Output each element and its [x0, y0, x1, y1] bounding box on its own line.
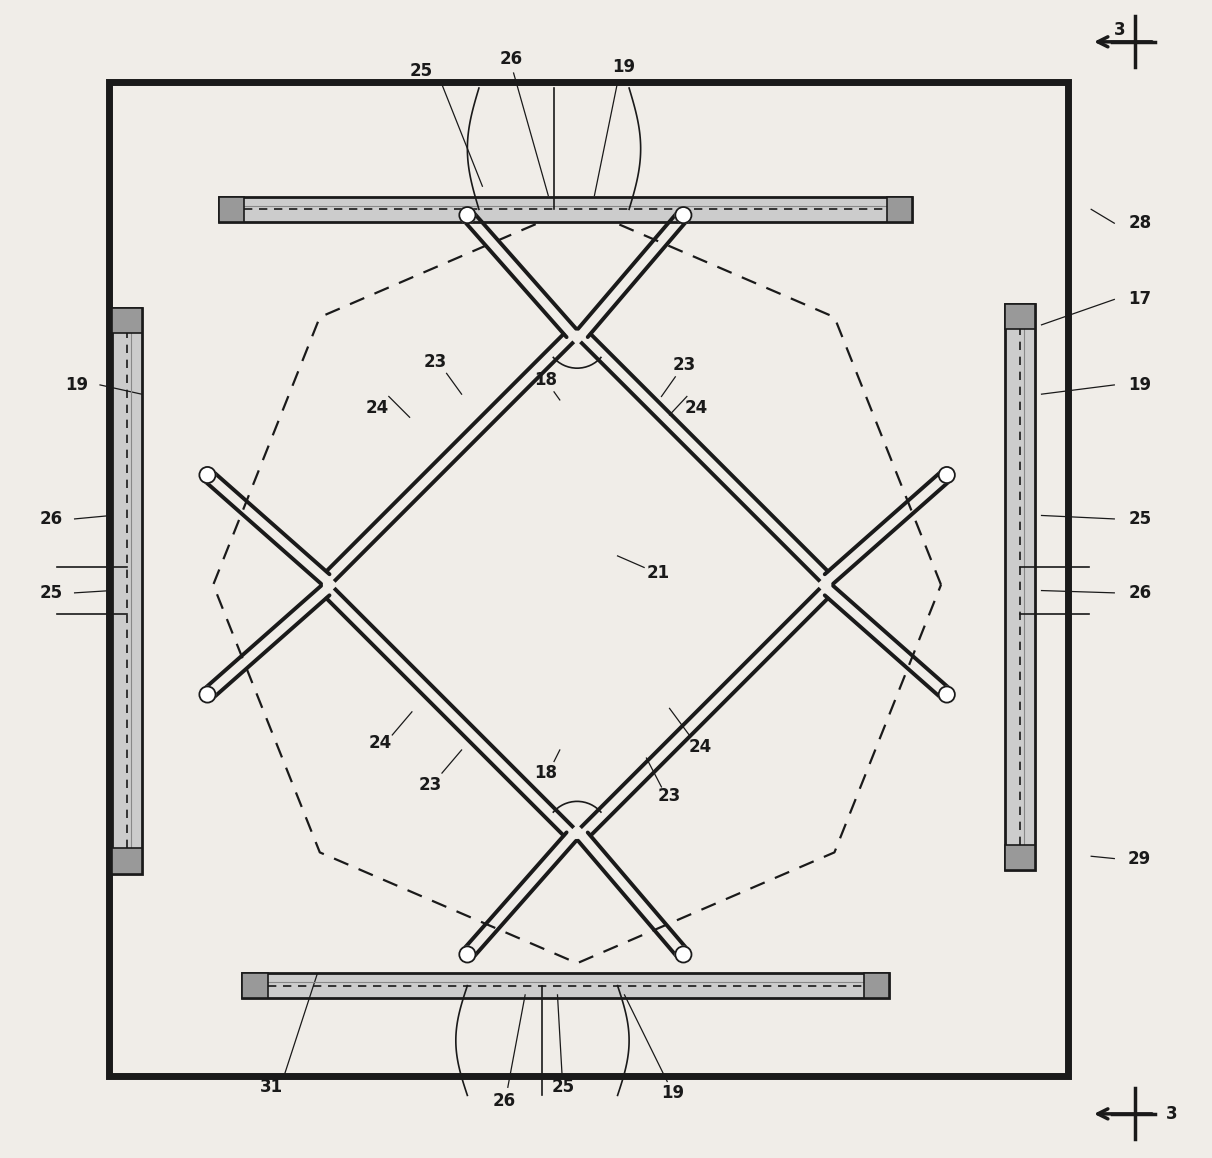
Text: 24: 24 [685, 400, 708, 417]
Text: 26: 26 [40, 510, 63, 528]
Text: 26: 26 [499, 50, 522, 68]
Text: 25: 25 [1128, 510, 1151, 528]
Text: 3: 3 [1114, 21, 1126, 39]
Circle shape [199, 467, 216, 483]
Bar [112, 848, 142, 873]
Circle shape [199, 687, 216, 703]
Text: 25: 25 [551, 1078, 574, 1097]
Text: 23: 23 [658, 787, 681, 805]
Text: 26: 26 [493, 1092, 516, 1111]
Bar [1005, 844, 1035, 870]
Bar [1005, 305, 1035, 870]
Text: 18: 18 [534, 372, 558, 389]
Text: 31: 31 [259, 1078, 282, 1097]
Circle shape [939, 467, 955, 483]
Text: 28: 28 [1128, 214, 1151, 233]
Circle shape [459, 946, 475, 962]
Circle shape [939, 687, 955, 703]
Text: 19: 19 [1128, 376, 1151, 394]
Text: 23: 23 [423, 353, 447, 371]
Text: 25: 25 [410, 61, 433, 80]
Text: 19: 19 [65, 376, 88, 394]
Text: 29: 29 [1128, 850, 1151, 867]
Text: 24: 24 [370, 734, 393, 752]
Bar [219, 197, 913, 222]
Text: 24: 24 [366, 400, 389, 417]
Text: 25: 25 [40, 584, 63, 602]
Bar [887, 197, 913, 222]
Circle shape [459, 207, 475, 223]
Text: 18: 18 [534, 764, 558, 782]
Bar [242, 973, 890, 998]
Bar [242, 973, 268, 998]
Text: 21: 21 [646, 564, 669, 582]
Text: 24: 24 [690, 738, 713, 755]
Bar [1005, 305, 1035, 330]
Circle shape [675, 946, 692, 962]
Text: 23: 23 [419, 776, 442, 793]
Bar [112, 308, 142, 873]
Text: 26: 26 [1128, 584, 1151, 602]
Text: 17: 17 [1128, 291, 1151, 308]
Bar [112, 308, 142, 334]
Text: 19: 19 [612, 58, 635, 76]
Text: 3: 3 [1166, 1105, 1178, 1123]
Text: 23: 23 [673, 357, 696, 374]
Bar [109, 82, 1068, 1076]
Bar [219, 197, 245, 222]
Circle shape [675, 207, 692, 223]
Text: 19: 19 [662, 1084, 685, 1102]
Bar [864, 973, 890, 998]
